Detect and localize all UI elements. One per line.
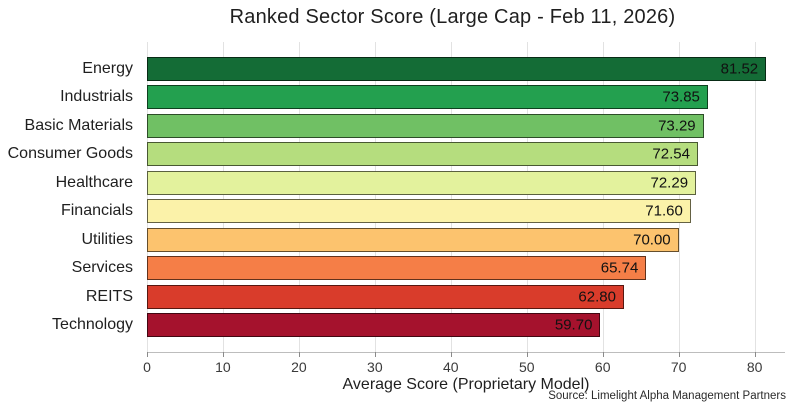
x-tick-mark xyxy=(526,352,528,357)
category-label: REITS xyxy=(85,287,133,305)
x-tick-label: 30 xyxy=(367,359,383,375)
bar-row: 73.29 xyxy=(147,112,785,141)
plot-area: 81.52 73.85 73.29 72.54 72.29 71.60 70.00 65.74… xyxy=(147,42,785,353)
source-note: Source: Limelight Alpha Management Partn… xyxy=(548,390,786,402)
gridline xyxy=(147,42,148,352)
category-label: Basic Materials xyxy=(24,116,133,134)
x-tick-mark xyxy=(450,352,452,357)
bar-row: 72.29 xyxy=(147,169,785,198)
x-tick-label: 0 xyxy=(143,359,151,375)
bar-reits: 62.80 xyxy=(147,284,624,309)
bar-value-label: 73.85 xyxy=(662,88,700,106)
bar-value-label: 59.70 xyxy=(554,316,593,334)
x-tick-label: 40 xyxy=(443,359,459,375)
bar-consumer-goods: 72.54 xyxy=(147,142,698,167)
gridline xyxy=(754,42,756,352)
bar-row: 73.85 xyxy=(147,83,785,112)
bar-technology: 59.70 xyxy=(147,313,601,338)
bar-value-label: 72.29 xyxy=(650,174,689,192)
x-tick-mark xyxy=(222,352,224,357)
gridline xyxy=(526,42,528,352)
category-label: Technology xyxy=(52,316,133,334)
x-tick-label: 60 xyxy=(594,359,611,375)
gridline xyxy=(222,42,224,352)
category-label: Services xyxy=(71,259,133,277)
bar-utilities: 70.00 xyxy=(147,227,679,252)
bar-healthcare: 72.29 xyxy=(147,170,697,195)
bar-value-label: 65.74 xyxy=(600,259,639,277)
bar-financials: 71.60 xyxy=(147,199,691,224)
bar-value-label: 72.54 xyxy=(652,145,690,163)
bar-value-label: 62.80 xyxy=(578,288,616,306)
bar-row: 71.60 xyxy=(147,197,785,226)
gridline xyxy=(678,42,680,352)
x-tick-label: 70 xyxy=(670,359,687,375)
bar-row: 62.80 xyxy=(147,283,785,312)
bar-services: 65.74 xyxy=(147,256,647,281)
x-tick-label: 20 xyxy=(291,359,307,375)
gridline xyxy=(450,42,452,352)
category-label: Industrials xyxy=(60,88,133,106)
bar-value-label: 73.29 xyxy=(658,117,696,135)
bar-industrials: 73.85 xyxy=(147,85,708,110)
category-label: Healthcare xyxy=(55,173,133,191)
bar-row: 70.00 xyxy=(147,226,785,255)
category-label: Energy xyxy=(82,59,133,77)
bar-row: 65.74 xyxy=(147,254,785,283)
x-tick-label: 50 xyxy=(518,359,535,375)
x-tick-mark xyxy=(374,352,376,357)
x-tick-mark xyxy=(298,352,300,357)
bar-row: 59.70 xyxy=(147,311,785,340)
x-tick-label: 10 xyxy=(215,359,231,375)
gridline xyxy=(374,42,376,352)
gridline xyxy=(602,42,604,352)
category-label: Financials xyxy=(60,202,133,220)
bar-row: 81.52 xyxy=(147,55,785,84)
y-axis-category-labels: Energy Industrials Basic Materials Consumer… xyxy=(0,42,140,352)
x-axis-label: Average Score (Proprietary Model) xyxy=(342,376,590,393)
bar-energy: 81.52 xyxy=(147,56,767,81)
bar-value-label: 81.52 xyxy=(720,60,759,78)
bar-rows: 81.52 73.85 73.29 72.54 72.29 71.60 70.00 65.74… xyxy=(147,42,785,352)
x-tick-mark xyxy=(602,352,604,357)
bar-value-label: 70.00 xyxy=(633,231,671,249)
chart-title: Ranked Sector Score (Large Cap - Feb 11,… xyxy=(229,6,676,28)
category-label: Consumer Goods xyxy=(7,145,133,163)
x-tick-mark xyxy=(754,352,756,357)
x-axis: 0 10 20 30 40 50 60 70 80 xyxy=(143,352,785,376)
gridline xyxy=(298,42,300,352)
category-label: Utilities xyxy=(81,230,133,248)
x-tick-mark xyxy=(147,352,148,357)
bar-row: 72.54 xyxy=(147,140,785,169)
bar-value-label: 71.60 xyxy=(645,202,683,220)
bar-basic-materials: 73.29 xyxy=(147,113,704,138)
x-tick-label: 80 xyxy=(746,359,763,375)
x-tick-mark xyxy=(678,352,680,357)
